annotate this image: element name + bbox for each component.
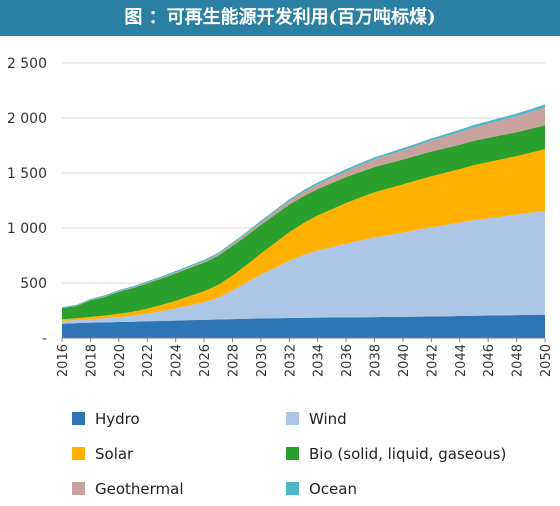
x-tick-label: 2028 xyxy=(226,344,241,377)
x-tick-label: 2026 xyxy=(198,344,213,377)
y-tick-label: 2 500 xyxy=(7,56,47,72)
legend-label-solar: Solar xyxy=(95,445,134,463)
y-tick-label: 1 500 xyxy=(7,166,47,182)
chart-title: 图 ：可再生能源开发利用(百万吨标煤) xyxy=(124,7,436,28)
legend: Hydro Wind Solar Bio (solid, liquid, gas… xyxy=(0,404,560,504)
y-tick-label: - xyxy=(42,331,47,347)
x-tick-label: 2020 xyxy=(113,344,128,377)
legend-swatch-ocean xyxy=(286,482,299,495)
y-tick-label: 500 xyxy=(20,276,47,292)
x-tick-label: 2050 xyxy=(539,344,554,377)
x-tick-label: 2048 xyxy=(511,344,526,377)
legend-swatch-solar xyxy=(72,447,85,460)
x-tick-label: 2046 xyxy=(482,344,497,377)
title-bar xyxy=(0,0,560,36)
legend-label-hydro: Hydro xyxy=(95,410,140,428)
area-series xyxy=(62,104,545,338)
x-tick-label: 2022 xyxy=(141,344,156,377)
legend-item-ocean: Ocean xyxy=(286,478,357,500)
area-solar xyxy=(62,149,545,321)
x-tick-label: 2036 xyxy=(340,344,355,377)
legend-swatch-hydro xyxy=(72,412,85,425)
area-geothermal xyxy=(62,107,545,309)
x-tick-label: 2038 xyxy=(369,344,384,377)
legend-item-bio: Bio (solid, liquid, gaseous) xyxy=(286,443,506,465)
legend-item-wind: Wind xyxy=(286,408,347,430)
x-tick-label: 2032 xyxy=(283,344,298,377)
area-wind xyxy=(62,210,545,324)
legend-swatch-geothermal xyxy=(72,482,85,495)
x-axis-tick-labels: 2016 2018 2020 2022 2024 2026 2028 2030 2032 2034… xyxy=(56,338,554,377)
legend-label-wind: Wind xyxy=(309,410,347,428)
legend-label-bio: Bio (solid, liquid, gaseous) xyxy=(309,445,507,463)
y-tick-label: 1 000 xyxy=(7,221,47,237)
x-tick-label: 2024 xyxy=(170,344,185,377)
area-bio xyxy=(62,125,545,320)
legend-label-ocean: Ocean xyxy=(309,480,357,498)
x-tick-label: 2030 xyxy=(255,344,270,377)
stacked-area-chart: - 500 1 000 1 500 2 000 2 500 2016 2018 2020 202… xyxy=(7,56,554,377)
x-tick-label: 2016 xyxy=(56,344,71,377)
x-tick-label: 2044 xyxy=(454,344,469,377)
legend-item-hydro: Hydro xyxy=(72,408,140,430)
legend-swatch-wind xyxy=(286,412,299,425)
x-tick-label: 2040 xyxy=(397,344,412,377)
y-tick-label: 2 000 xyxy=(7,111,47,127)
x-tick-label: 2018 xyxy=(84,344,99,377)
legend-item-solar: Solar xyxy=(72,443,133,465)
area-hydro xyxy=(62,314,545,338)
legend-label-geothermal: Geothermal xyxy=(95,480,184,498)
x-tick-label: 2042 xyxy=(425,344,440,377)
y-axis-tick-labels: - 500 1 000 1 500 2 000 2 500 xyxy=(7,56,47,347)
x-tick-label: 2034 xyxy=(312,344,327,377)
legend-swatch-bio xyxy=(286,447,299,460)
legend-item-geothermal: Geothermal xyxy=(72,478,184,500)
